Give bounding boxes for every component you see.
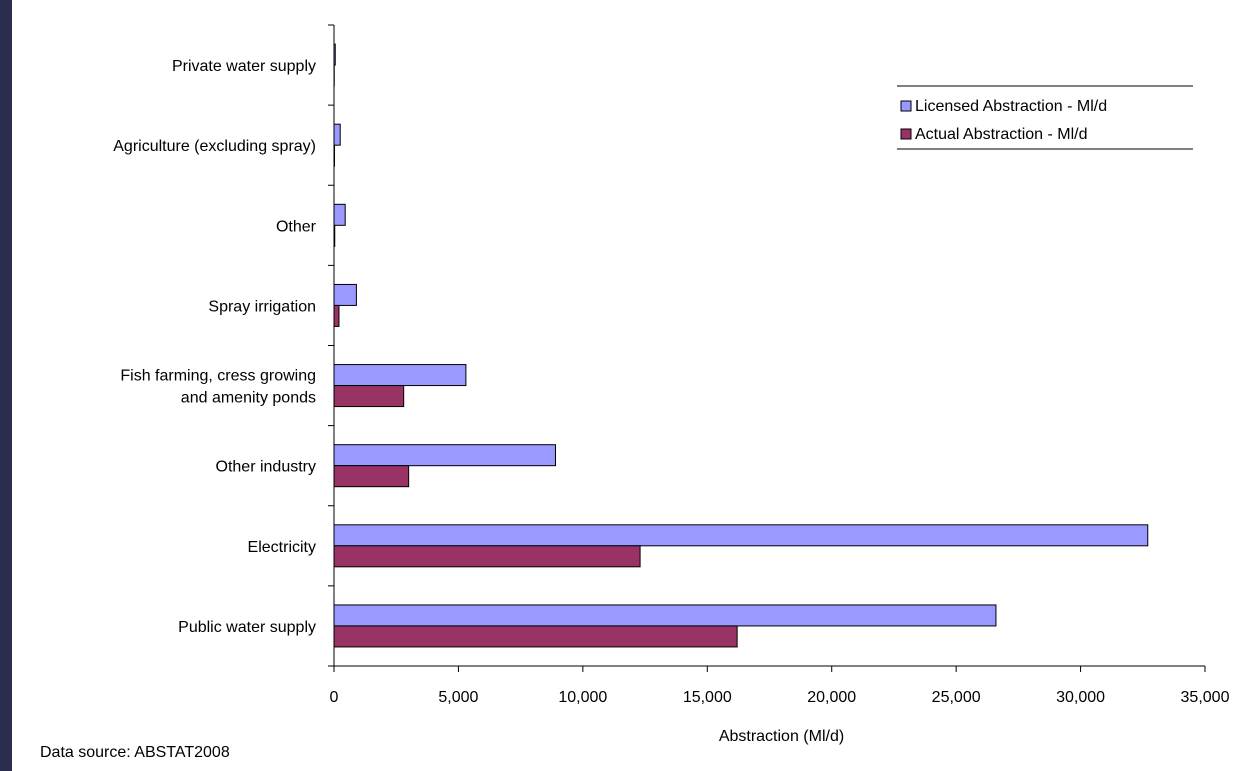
- bar-licensed-6: [333, 524, 1149, 547]
- legend-swatch-0: [900, 100, 912, 112]
- x-tick-label-2: 10,000: [558, 689, 607, 706]
- x-tick-label-0: 0: [330, 689, 339, 706]
- category-label-0: Private water supply: [172, 58, 316, 75]
- bar-actual-5: [333, 465, 410, 488]
- bar-actual-7: [333, 625, 738, 648]
- x-tick-label-5: 25,000: [932, 689, 981, 706]
- category-label-6: Electricity: [248, 539, 316, 556]
- category-label-2: Other: [276, 218, 317, 235]
- legend-label-1: Actual Abstraction - Ml/d: [915, 126, 1088, 143]
- x-axis-label: Abstraction (Ml/d): [719, 728, 844, 745]
- x-tick-label-4: 20,000: [807, 689, 856, 706]
- bar-licensed-7: [333, 604, 997, 627]
- chart-frame: Private water supply Agriculture (excludi…: [12, 0, 1246, 771]
- bar-licensed-1: [333, 123, 341, 146]
- category-label-7: Public water supply: [178, 619, 316, 636]
- legend-label-0: Licensed Abstraction - Ml/d: [915, 98, 1107, 115]
- bar-licensed-5: [333, 444, 556, 467]
- category-label-3: Spray irrigation: [208, 298, 316, 315]
- bar-licensed-3: [333, 283, 357, 306]
- legend-swatch-1: [900, 128, 912, 140]
- bar-actual-3: [333, 304, 340, 327]
- bar-licensed-2: [333, 203, 346, 226]
- x-tick-label-6: 30,000: [1056, 689, 1105, 706]
- bar-actual-6: [333, 545, 641, 568]
- bar-licensed-4: [333, 364, 467, 387]
- category-label-5: Other industry: [216, 459, 316, 476]
- data-source-note: Data source: ABSTAT2008: [40, 744, 230, 761]
- bar-chart: Private water supply Agriculture (excludi…: [113, 24, 1230, 745]
- category-label-4-line-0: Fish farming, cress growing: [120, 368, 316, 385]
- bar-actual-4: [333, 385, 405, 408]
- x-tick-label-7: 35,000: [1181, 689, 1230, 706]
- category-label-1: Agriculture (excluding spray): [113, 138, 316, 155]
- x-tick-label-3: 15,000: [683, 689, 732, 706]
- category-label-4-line-1: and amenity ponds: [181, 390, 316, 407]
- x-tick-label-1: 5,000: [438, 689, 478, 706]
